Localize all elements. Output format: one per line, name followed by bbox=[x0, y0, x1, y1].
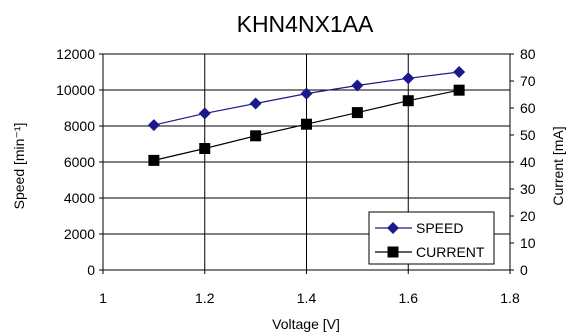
y-tick-label: 6000 bbox=[64, 154, 95, 170]
x-axis-ticks: 1 1.2 1.4 1.6 1.8 bbox=[99, 270, 520, 306]
y2-tick-label: 80 bbox=[520, 46, 536, 62]
x-tick-label: 1.8 bbox=[500, 290, 520, 306]
legend-marker-diamond bbox=[387, 222, 399, 234]
data-point-current bbox=[148, 154, 160, 166]
y2-tick-label: 70 bbox=[520, 73, 536, 89]
y-tick-label: 4000 bbox=[64, 190, 95, 206]
data-point-speed bbox=[249, 97, 262, 110]
data-point-speed bbox=[147, 119, 160, 132]
data-point-speed bbox=[402, 72, 415, 85]
data-point-current bbox=[250, 130, 262, 142]
data-point-speed bbox=[453, 66, 466, 78]
data-point-current bbox=[402, 95, 414, 107]
legend-item-current: CURRENT bbox=[375, 244, 485, 260]
y-axis-ticks: 0 2000 4000 6000 8000 10000 12000 bbox=[56, 46, 103, 278]
legend-label: SPEED bbox=[416, 220, 463, 236]
data-point-speed bbox=[300, 87, 313, 100]
series-current bbox=[148, 84, 465, 166]
y2-tick-label: 30 bbox=[520, 181, 536, 197]
y-tick-label: 12000 bbox=[56, 46, 95, 62]
y2-tick-label: 10 bbox=[520, 235, 536, 251]
data-point-speed bbox=[351, 79, 364, 92]
y2-axis-label: Current [mA] bbox=[550, 126, 566, 205]
data-point-current bbox=[351, 107, 363, 119]
x-tick-label: 1.6 bbox=[399, 290, 419, 306]
series-speed bbox=[147, 66, 466, 132]
data-point-current bbox=[453, 84, 465, 96]
y-axis-label: Speed [min⁻¹] bbox=[11, 123, 27, 210]
legend: SPEED CURRENT bbox=[368, 211, 495, 265]
series-layer bbox=[147, 66, 466, 166]
legend-label: CURRENT bbox=[416, 244, 485, 260]
y2-tick-label: 60 bbox=[520, 100, 536, 116]
x-tick-label: 1.2 bbox=[195, 290, 215, 306]
y2-tick-label: 0 bbox=[520, 262, 528, 278]
y2-tick-label: 50 bbox=[520, 127, 536, 143]
y-tick-label: 8000 bbox=[64, 118, 95, 134]
legend-item-speed: SPEED bbox=[375, 220, 463, 236]
legend-marker-square bbox=[387, 246, 399, 258]
x-tick-label: 1.4 bbox=[297, 290, 317, 306]
data-point-speed bbox=[198, 107, 211, 120]
x-tick-label: 1 bbox=[99, 290, 107, 306]
y2-axis-ticks: 0 10 20 30 40 50 60 70 80 bbox=[510, 46, 536, 278]
y2-tick-label: 20 bbox=[520, 208, 536, 224]
data-point-current bbox=[301, 118, 312, 130]
data-point-current bbox=[199, 143, 211, 154]
y-tick-label: 2000 bbox=[64, 226, 95, 242]
y2-tick-label: 40 bbox=[520, 154, 536, 170]
x-axis-label: Voltage [V] bbox=[272, 316, 340, 332]
chart-title: KHN4NX1AA bbox=[237, 11, 374, 37]
y-tick-label: 0 bbox=[87, 262, 95, 278]
y-tick-label: 10000 bbox=[56, 82, 95, 98]
